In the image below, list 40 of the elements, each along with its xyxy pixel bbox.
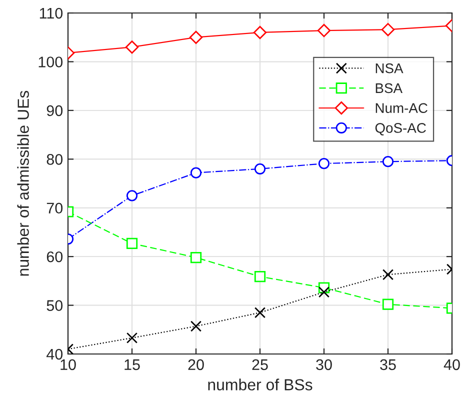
point (382, 298, 394, 310)
x-tick-label: 10 (60, 359, 76, 370)
y-tick-label: 60 (46, 251, 63, 262)
point (190, 320, 202, 332)
legend-label: BSA (376, 83, 402, 94)
point (317, 24, 331, 38)
x-tick-label: 35 (380, 359, 396, 370)
legend-label: Num-AC (376, 103, 428, 113)
y-tick-label: 100 (38, 56, 63, 68)
legend-label: QoS-AC (375, 123, 426, 136)
x-tick-label: 15 (124, 359, 140, 370)
y-tick-label: 80 (46, 154, 63, 165)
x-tick-label: 25 (252, 359, 268, 370)
point (189, 30, 203, 44)
point (253, 26, 267, 40)
x-tick-label: 30 (316, 359, 332, 370)
legend-label: NSA (376, 63, 404, 74)
point (318, 158, 330, 170)
point (254, 307, 266, 318)
x-tick-label: 20 (188, 359, 204, 370)
x-tick-label: 40 (444, 359, 460, 370)
point (254, 270, 266, 282)
y-tick-label: 90 (46, 105, 63, 116)
point (382, 156, 394, 168)
y-tick-label: 70 (46, 202, 63, 214)
point (126, 190, 138, 202)
y-tick-label: 40 (46, 348, 63, 360)
point (190, 252, 202, 264)
point (318, 286, 330, 298)
x-axis-title: number of BSs (208, 378, 312, 390)
point (254, 163, 266, 174)
point (382, 269, 394, 280)
point (126, 238, 138, 249)
y-tick-label: 50 (46, 300, 63, 311)
point (126, 332, 138, 344)
y-tick-label: 110 (40, 8, 63, 19)
point (190, 167, 202, 178)
y-axis-title: number of admissible UEs (17, 90, 29, 276)
point (125, 40, 139, 54)
point (381, 22, 395, 36)
